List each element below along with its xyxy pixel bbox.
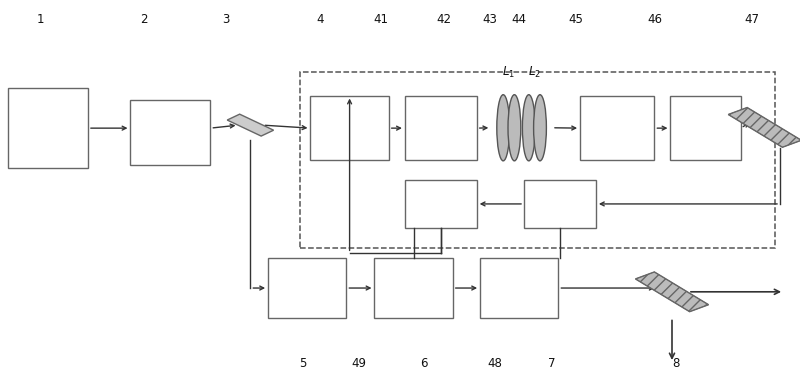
- Ellipse shape: [522, 94, 535, 161]
- Text: $L_2$: $L_2$: [528, 65, 541, 79]
- Text: 48: 48: [487, 357, 502, 370]
- Text: 3: 3: [222, 13, 230, 26]
- Text: 49: 49: [351, 357, 366, 370]
- Bar: [374, 258, 453, 318]
- Text: 4: 4: [316, 13, 324, 26]
- Bar: [670, 96, 741, 160]
- Bar: [524, 180, 596, 228]
- Polygon shape: [227, 114, 274, 136]
- Text: $L_1$: $L_1$: [502, 65, 515, 79]
- Bar: [8, 88, 88, 168]
- Bar: [580, 96, 654, 160]
- Text: 44: 44: [511, 13, 526, 26]
- Bar: [480, 258, 558, 318]
- Bar: [300, 72, 775, 248]
- Ellipse shape: [534, 94, 546, 161]
- Text: 41: 41: [374, 13, 388, 26]
- Polygon shape: [635, 272, 709, 312]
- Text: 7: 7: [548, 357, 556, 370]
- Text: 43: 43: [482, 13, 497, 26]
- Ellipse shape: [508, 94, 521, 161]
- Text: 47: 47: [745, 13, 759, 26]
- Bar: [405, 96, 477, 160]
- Text: 42: 42: [437, 13, 451, 26]
- Ellipse shape: [497, 94, 510, 161]
- Text: 46: 46: [647, 13, 662, 26]
- Text: 5: 5: [298, 357, 306, 370]
- Text: 45: 45: [569, 13, 583, 26]
- Bar: [405, 180, 477, 228]
- Text: 6: 6: [420, 357, 428, 370]
- Bar: [268, 258, 346, 318]
- Text: 1: 1: [36, 13, 44, 26]
- Bar: [310, 96, 389, 160]
- Bar: [130, 100, 210, 165]
- Text: 2: 2: [140, 13, 148, 26]
- Polygon shape: [728, 107, 800, 147]
- Text: 8: 8: [672, 357, 680, 370]
